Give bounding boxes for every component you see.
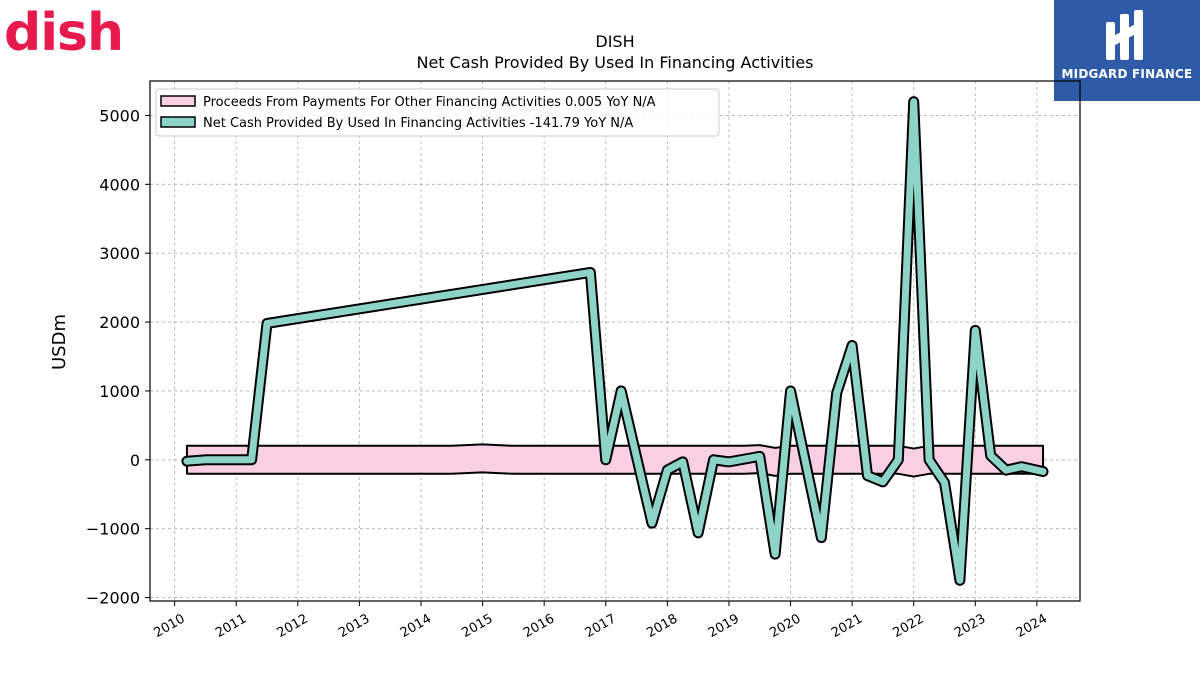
legend-label: Net Cash Provided By Used In Financing A… xyxy=(203,116,633,131)
x-tick-label: 2011 xyxy=(213,611,249,641)
y-axis: −2000 −1000 0 1000 2000 3000 4000 5000 xyxy=(86,106,150,608)
y-tick-label: 2000 xyxy=(99,313,140,332)
x-tick-label: 2013 xyxy=(336,611,372,641)
y-tick-label: 5000 xyxy=(99,106,140,125)
chart-title: DISH xyxy=(595,32,634,51)
midgard-finance-logo: MIDGARD FINANCE xyxy=(1054,0,1200,101)
legend-swatch xyxy=(160,116,196,128)
legend-label: Proceeds From Payments For Other Financi… xyxy=(203,95,656,110)
x-tick-label: 2024 xyxy=(1014,611,1050,641)
x-tick-label: 2016 xyxy=(521,611,557,641)
x-axis: 2010 2011 2012 2013 2014 2015 2016 2017 2018 2019… xyxy=(151,601,1050,641)
grid xyxy=(150,81,1080,601)
y-tick-label: 1000 xyxy=(99,382,140,401)
dish-logo: dish xyxy=(4,2,138,63)
series-proceeds-line xyxy=(185,443,1045,478)
chart-subtitle: Net Cash Provided By Used In Financing A… xyxy=(416,53,813,72)
x-tick-label: 2022 xyxy=(891,611,927,641)
x-tick-label: 2021 xyxy=(829,611,865,641)
y-tick-label: 3000 xyxy=(99,244,140,263)
series-net-cash-line xyxy=(183,98,1047,584)
midgard-emblem-icon xyxy=(1106,10,1143,60)
legend: Proceeds From Payments For Other Financi… xyxy=(155,88,720,137)
series-layer xyxy=(181,96,1049,586)
y-tick-label: 4000 xyxy=(99,175,140,194)
y-axis-label: USDm xyxy=(49,314,70,370)
x-tick-label: 2018 xyxy=(644,611,680,641)
y-tick-label: −2000 xyxy=(86,589,140,608)
y-tick-label: −1000 xyxy=(86,520,140,539)
x-tick-label: 2017 xyxy=(583,611,619,641)
legend-swatch xyxy=(160,95,196,107)
x-tick-label: 2019 xyxy=(706,611,742,641)
plot-frame xyxy=(149,80,1081,602)
x-tick-label: 2023 xyxy=(952,611,988,641)
x-tick-label: 2010 xyxy=(151,611,187,641)
y-tick-label: 0 xyxy=(130,451,140,470)
x-tick-label: 2015 xyxy=(459,611,495,641)
midgard-finance-brand: MIDGARD FINANCE xyxy=(1061,67,1193,81)
dish-logo-text: dish xyxy=(4,3,123,58)
x-tick-label: 2012 xyxy=(275,611,311,641)
x-tick-label: 2020 xyxy=(767,611,803,641)
x-tick-label: 2014 xyxy=(398,611,434,641)
legend-box xyxy=(155,88,720,137)
